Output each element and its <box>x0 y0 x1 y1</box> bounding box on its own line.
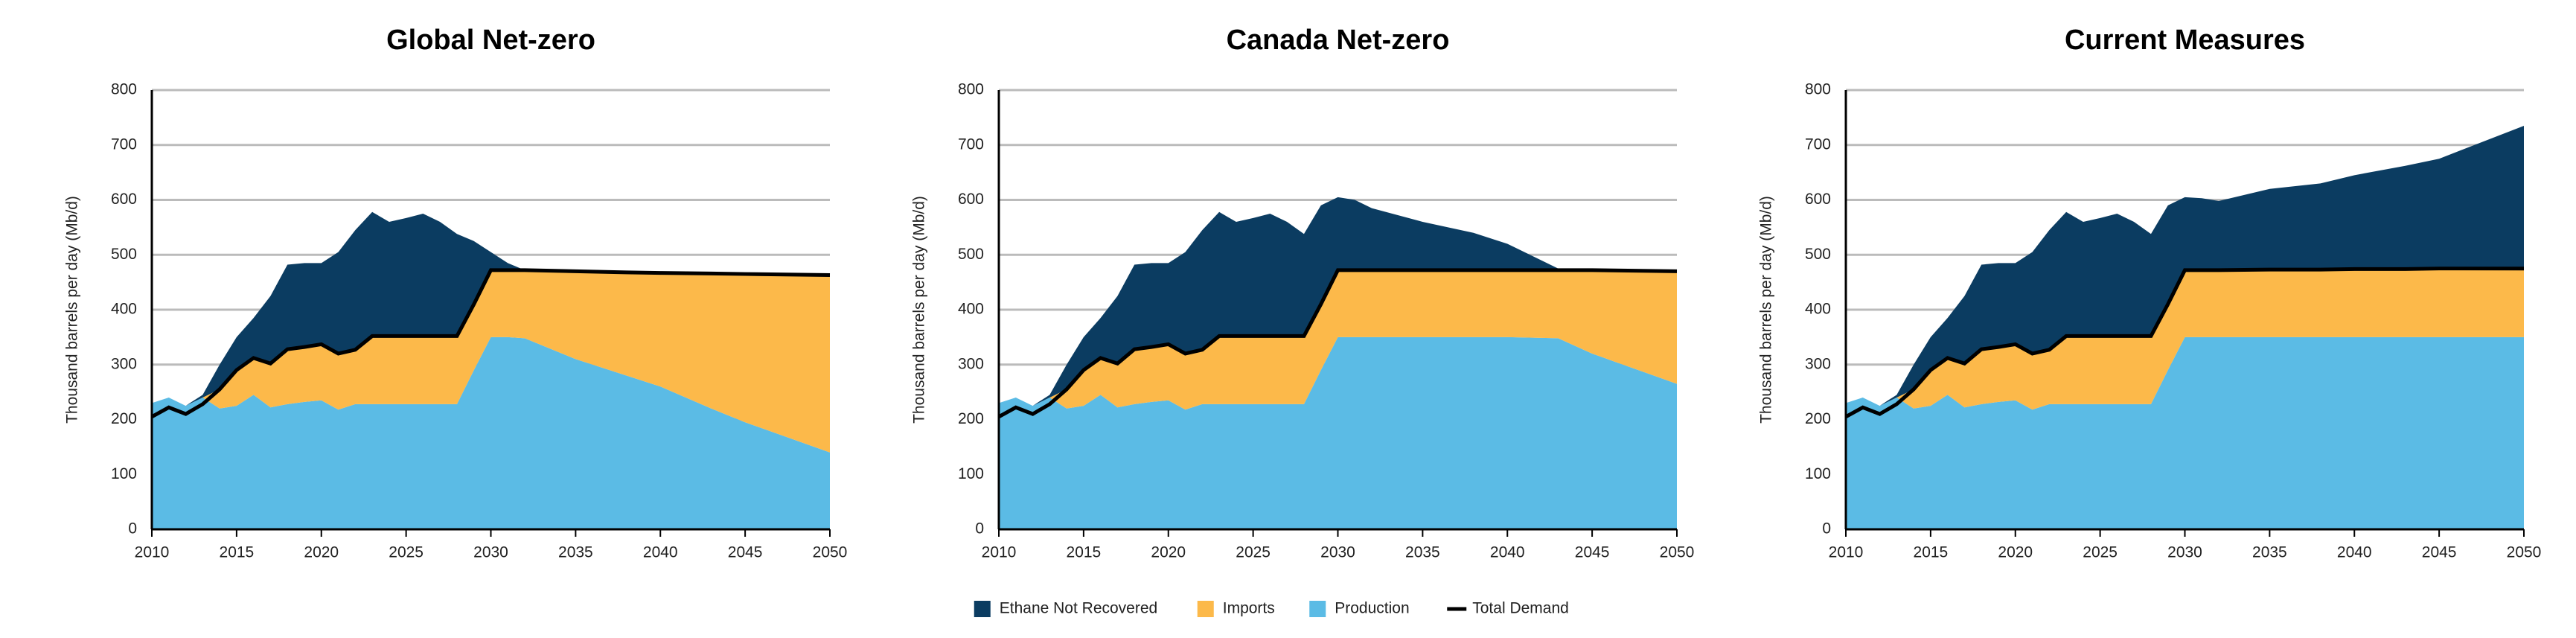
x-tick-label: 2025 <box>1236 544 1271 561</box>
y-tick-label: 500 <box>958 246 984 263</box>
y-tick-label: 700 <box>958 135 984 153</box>
x-tick-label: 2050 <box>813 544 848 561</box>
x-tick-label: 2030 <box>1320 544 1355 561</box>
legend-label: Total Demand <box>1472 600 1569 617</box>
y-tick-label: 800 <box>111 81 137 98</box>
y-tick-label: 300 <box>958 355 984 372</box>
chart-title: Canada Net-zero <box>1227 25 1450 56</box>
line <box>1844 267 2524 419</box>
y-tick-label: 200 <box>1805 410 1831 427</box>
y-tick-label: 0 <box>1822 520 1831 537</box>
x-tick-label: 2030 <box>2167 544 2202 561</box>
x-tick-label: 2040 <box>1490 544 1525 561</box>
x-tick-label: 2035 <box>558 544 593 561</box>
x-tick-label: 2040 <box>2337 544 2372 561</box>
x-tick-label: 2010 <box>982 544 1017 561</box>
y-tick-label: 700 <box>1805 135 1831 153</box>
y-axis-label: Thousand barrels per day (Mb/d) <box>64 196 81 424</box>
x-tick-label: 2045 <box>2422 544 2457 561</box>
x-tick-label: 2035 <box>1405 544 1440 561</box>
y-axis-label: Thousand barrels per day (Mb/d) <box>1758 196 1775 424</box>
area <box>152 336 830 529</box>
y-tick-label: 800 <box>958 81 984 98</box>
y-tick-label: 400 <box>958 301 984 318</box>
x-tick-label: 2010 <box>1829 544 1864 561</box>
y-axis-label: Thousand barrels per day (Mb/d) <box>911 196 928 424</box>
area <box>1846 125 2524 406</box>
y-tick-label: 800 <box>1805 81 1831 98</box>
x-tick-label: 2010 <box>135 544 170 561</box>
x-tick-label: 2015 <box>1914 544 1949 561</box>
y-tick-label: 500 <box>111 246 137 263</box>
y-tick-label: 0 <box>128 520 137 537</box>
y-tick-label: 100 <box>1805 465 1831 482</box>
y-tick-label: 600 <box>1805 191 1831 208</box>
legend-swatch <box>1309 601 1326 617</box>
line <box>997 268 1678 419</box>
x-tick-label: 2020 <box>1151 544 1186 561</box>
y-tick-label: 600 <box>111 191 137 208</box>
x-tick-label: 2040 <box>643 544 678 561</box>
x-tick-label: 2050 <box>2507 544 2542 561</box>
y-tick-label: 200 <box>111 410 137 427</box>
area <box>999 269 1677 410</box>
x-tick-label: 2030 <box>473 544 508 561</box>
chart-title: Global Net-zero <box>386 25 595 56</box>
area <box>999 336 1677 529</box>
area <box>152 269 830 453</box>
y-tick-label: 600 <box>958 191 984 208</box>
legend-label: Imports <box>1223 600 1275 617</box>
x-tick-label: 2020 <box>304 544 339 561</box>
x-tick-label: 2035 <box>2252 544 2287 561</box>
y-tick-label: 400 <box>111 301 137 318</box>
legend-label: Ethane Not Recovered <box>1000 600 1157 617</box>
y-tick-label: 500 <box>1805 246 1831 263</box>
x-tick-label: 2045 <box>1575 544 1610 561</box>
area <box>152 211 830 406</box>
area <box>1846 268 2524 410</box>
y-tick-label: 300 <box>1805 355 1831 372</box>
y-tick-label: 0 <box>975 520 984 537</box>
y-tick-label: 100 <box>958 465 984 482</box>
y-tick-label: 400 <box>1805 301 1831 318</box>
x-tick-label: 2025 <box>389 544 424 561</box>
x-tick-label: 2050 <box>1660 544 1695 561</box>
area <box>1846 336 2524 529</box>
chart-title: Current Measures <box>2065 25 2305 56</box>
x-tick-label: 2045 <box>728 544 763 561</box>
legend-label: Production <box>1335 600 1409 617</box>
area <box>999 197 1677 406</box>
y-tick-label: 100 <box>111 465 137 482</box>
line <box>150 268 831 419</box>
x-tick-label: 2015 <box>1067 544 1102 561</box>
legend-swatch <box>974 601 991 617</box>
y-tick-label: 700 <box>111 135 137 153</box>
x-tick-label: 2015 <box>220 544 255 561</box>
x-tick-label: 2020 <box>1998 544 2033 561</box>
legend-swatch <box>1197 601 1214 617</box>
y-tick-label: 300 <box>111 355 137 372</box>
x-tick-label: 2025 <box>2083 544 2118 561</box>
y-tick-label: 200 <box>958 410 984 427</box>
